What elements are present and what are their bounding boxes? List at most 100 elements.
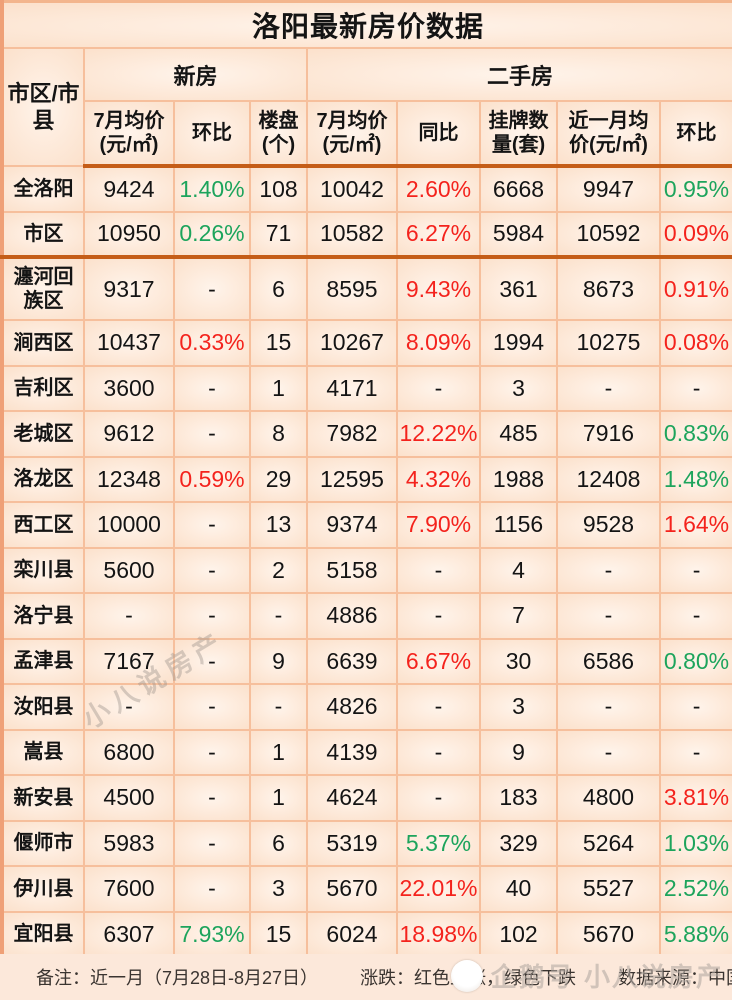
table-cell: 4826: [306, 683, 398, 731]
row-label: 吉利区: [1, 364, 85, 412]
table-cell: 7.90%: [396, 501, 481, 549]
table-cell: 9: [249, 637, 308, 685]
table-cell: 3: [479, 683, 558, 731]
table-cell: 6.27%: [396, 210, 481, 259]
table-cell: 6668: [479, 165, 558, 213]
table-cell: 10275: [556, 319, 661, 367]
table-cell: 10000: [83, 501, 175, 549]
table-cell: -: [396, 774, 481, 822]
table-row: 宜阳县 6307 7.93% 15 6024 18.98% 102 5670 5.88%: [1, 910, 732, 958]
table-cell: -: [556, 683, 661, 731]
row-label: 老城区: [1, 410, 85, 458]
group-header-new-homes: 新房: [83, 47, 308, 102]
row-label: 嵩县: [1, 728, 85, 776]
column-header-0: 7月均价 (元/㎡): [83, 100, 175, 168]
table-cell: 6: [249, 819, 308, 867]
table-row: 孟津县 7167-9 6639 6.67% 30 6586 0.80%: [1, 637, 732, 685]
column-header-3: 7月均价 (元/㎡): [306, 100, 398, 168]
table-cell: -: [396, 364, 481, 412]
table-cell: 8673: [556, 256, 661, 321]
row-label: 栾川县: [1, 546, 85, 594]
table-cell: 10950: [83, 210, 175, 259]
table-row: 涧西区 10437 0.33% 15 10267 8.09% 1994 10275 0.08%: [1, 319, 732, 367]
table-cell: 71: [249, 210, 308, 259]
table-cell: 2.52%: [658, 865, 732, 913]
row-label: 西工区: [1, 501, 85, 549]
page-title: 洛阳最新房价数据: [0, 0, 732, 49]
table-cell: 6.67%: [396, 637, 481, 685]
table-cell: 485: [479, 410, 558, 458]
table-row: 新安县 4500-1 4624-183 4800 3.81%: [1, 774, 732, 822]
table-cell: -: [658, 683, 732, 731]
table-cell: 0.26%: [173, 210, 251, 259]
table-cell: -: [249, 592, 308, 640]
table-cell: 9317: [83, 256, 175, 321]
table-cell: 9528: [556, 501, 661, 549]
table-cell: 4500: [83, 774, 175, 822]
row-label: 市区: [1, 210, 85, 259]
table-cell: 9: [479, 728, 558, 776]
table-row: 洛龙区 12348 0.59% 29 12595 4.32% 1988 12408 1.48%: [1, 455, 732, 503]
table-cell: 1: [249, 728, 308, 776]
table-cell: -: [83, 683, 175, 731]
table-cell: 22.01%: [396, 865, 481, 913]
table-cell: 7600: [83, 865, 175, 913]
footer-note-period: 备注：近一月（7月28日-8月27日）: [36, 968, 319, 988]
table-cell: -: [396, 683, 481, 731]
table-cell: 4139: [306, 728, 398, 776]
table-cell: 5158: [306, 546, 398, 594]
group-header-secondhand-homes: 二手房: [305, 47, 732, 102]
table-cell: 10042: [306, 165, 398, 213]
column-header-5: 挂牌数 量(套): [479, 100, 558, 168]
table-cell: -: [658, 728, 732, 776]
table-cell: 6586: [556, 637, 661, 685]
table-cell: 6800: [83, 728, 175, 776]
table-cell: 5984: [479, 210, 558, 259]
table-cell: 6639: [306, 637, 398, 685]
table-cell: -: [173, 364, 251, 412]
table-cell: 13: [249, 501, 308, 549]
table-cell: -: [173, 501, 251, 549]
table-cell: 10437: [83, 319, 175, 367]
table-cell: 12595: [306, 455, 398, 503]
table-cell: 40: [479, 865, 558, 913]
table-cell: 329: [479, 819, 558, 867]
row-label: 全洛阳: [1, 165, 85, 213]
table-cell: 5527: [556, 865, 661, 913]
table-cell: -: [173, 410, 251, 458]
table-cell: -: [396, 546, 481, 594]
table-cell: 1156: [479, 501, 558, 549]
table-cell: 4800: [556, 774, 661, 822]
table-cell: 4624: [306, 774, 398, 822]
table-cell: 9947: [556, 165, 661, 213]
table-cell: 7916: [556, 410, 661, 458]
table-cell: 8595: [306, 256, 398, 321]
table-cell: 8: [249, 410, 308, 458]
table-cell: 5319: [306, 819, 398, 867]
table-row: 全洛阳 9424 1.40% 108 10042 2.60% 6668 9947 0.95%: [1, 165, 732, 213]
column-header-7: 环比: [658, 100, 732, 168]
table-cell: 0.83%: [658, 410, 732, 458]
column-header-2: 楼盘 (个): [249, 100, 308, 168]
table-row: 栾川县 5600-2 5158-4- -: [1, 546, 732, 594]
table-cell: 10267: [306, 319, 398, 367]
table-cell: 3.81%: [658, 774, 732, 822]
table-cell: 7: [479, 592, 558, 640]
table-cell: 1: [249, 774, 308, 822]
table-cell: 4171: [306, 364, 398, 412]
table-cell: 0.33%: [173, 319, 251, 367]
table-cell: -: [173, 683, 251, 731]
table-cell: 15: [249, 319, 308, 367]
table-cell: 0.91%: [658, 256, 732, 321]
table-cell: 1.40%: [173, 165, 251, 213]
table-cell: -: [83, 592, 175, 640]
table-cell: 5.88%: [658, 910, 732, 958]
table-cell: 7.93%: [173, 910, 251, 958]
table-cell: 6307: [83, 910, 175, 958]
row-label: 瀍河回族区: [1, 256, 85, 321]
table-cell: 5.37%: [396, 819, 481, 867]
table-cell: 2: [249, 546, 308, 594]
table-cell: -: [173, 774, 251, 822]
table-cell: 10592: [556, 210, 661, 259]
